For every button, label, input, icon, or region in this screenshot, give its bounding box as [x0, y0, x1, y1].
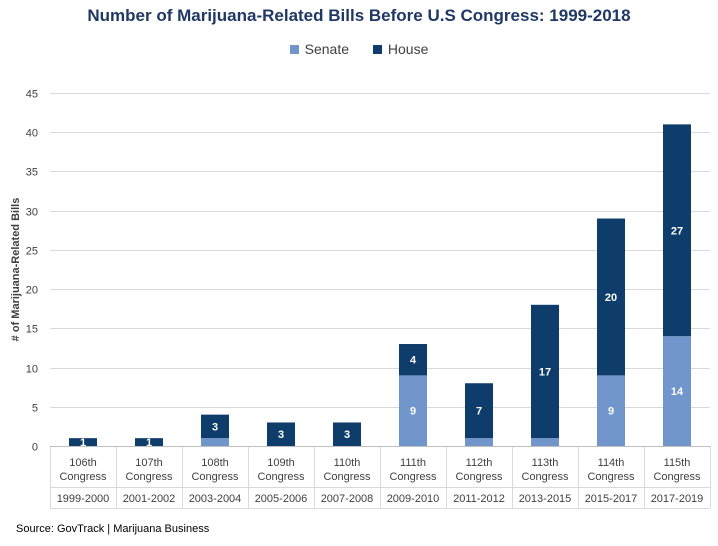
x-tick-label: Congress: [191, 471, 239, 483]
x-tick-label: Congress: [521, 471, 569, 483]
data-label-house: 3: [212, 421, 218, 433]
x-group-label: 2015-2017: [585, 493, 638, 505]
x-tick-label: Congress: [455, 471, 503, 483]
data-label-house: 1: [146, 437, 152, 449]
x-tick-label: Congress: [323, 471, 371, 483]
chart-title: Number of Marijuana-Related Bills Before…: [87, 6, 631, 25]
bar-house: [531, 304, 559, 439]
x-tick-label: Congress: [257, 471, 305, 483]
bar-house: [465, 383, 493, 439]
legend-swatch-house: [372, 45, 382, 54]
bar-senate: [597, 375, 625, 446]
bar-house: [333, 422, 361, 446]
y-tick-label: 15: [26, 324, 38, 336]
x-tick-label: 113th: [532, 457, 559, 469]
x-tick-label: 109th: [267, 457, 295, 469]
data-label-senate: 9: [410, 406, 416, 418]
x-tick-label: 115th: [664, 457, 691, 469]
x-group-label: 2017-2019: [651, 493, 704, 505]
y-tick-label: 30: [26, 207, 38, 219]
x-tick-label: 107th: [135, 457, 163, 469]
bar-house: [201, 414, 229, 439]
data-label-house: 20: [605, 292, 617, 304]
bar-senate: [465, 438, 493, 446]
x-tick-label: 110th: [334, 457, 361, 469]
data-label-senate: 14: [671, 386, 684, 398]
bar-senate: [399, 375, 427, 446]
legend-item-house: House: [372, 41, 429, 57]
source-note: Source: GovTrack | Marijuana Business: [16, 523, 210, 535]
x-group-label: 2009-2010: [387, 493, 440, 505]
y-tick-label: 0: [32, 442, 38, 454]
data-label-house: 3: [344, 429, 350, 441]
legend-item-senate: Senate: [289, 41, 349, 57]
y-axis-title: # of Marijuana-Related Bills: [10, 198, 22, 342]
bar-house: [597, 218, 625, 376]
x-tick-label: 114th: [598, 457, 625, 469]
data-label-house: 1: [80, 437, 86, 449]
data-label-house: 7: [476, 406, 482, 418]
x-tick-label: 111th: [400, 457, 426, 469]
data-label-house: 4: [410, 355, 417, 367]
bar-house: [267, 422, 295, 446]
data-label-house: 17: [539, 366, 551, 378]
x-group-label: 2001-2002: [123, 493, 176, 505]
bar-senate: [531, 438, 559, 446]
y-tick-label: 25: [26, 246, 38, 258]
data-label-senate: 9: [608, 406, 614, 418]
x-group-label: 2013-2015: [519, 493, 572, 505]
x-tick-label: Congress: [653, 471, 701, 483]
x-tick-label: Congress: [389, 471, 437, 483]
x-group-label: 1999-2000: [57, 493, 110, 505]
bar-house: [399, 344, 427, 376]
x-tick-label: Congress: [59, 471, 107, 483]
data-label-house: 3: [278, 429, 284, 441]
legend-label-senate: Senate: [304, 41, 349, 57]
x-tick-label: Congress: [587, 471, 635, 483]
bar-senate: [201, 438, 229, 446]
x-tick-label: 108th: [201, 457, 229, 469]
x-group-label: 2011-2012: [453, 493, 505, 505]
y-tick-label: 45: [26, 89, 38, 101]
legend-label-house: House: [387, 41, 429, 57]
bar-house: [663, 124, 691, 337]
y-tick-label: 20: [26, 285, 38, 297]
x-tick-label: 106th: [69, 457, 97, 469]
bar-house: [135, 438, 163, 446]
bar-senate: [663, 336, 691, 446]
x-group-label: 2005-2006: [255, 493, 308, 505]
bar-house: [69, 438, 97, 446]
legend: Senate House: [0, 41, 718, 57]
y-tick-label: 5: [32, 403, 38, 415]
y-tick-label: 35: [26, 167, 38, 179]
data-label-house: 27: [671, 225, 683, 237]
x-tick-label: 112th: [466, 457, 493, 469]
x-tick-label: Congress: [125, 471, 173, 483]
legend-swatch-senate: [289, 45, 299, 54]
y-tick-label: 10: [26, 364, 38, 376]
x-group-label: 2003-2004: [189, 493, 242, 505]
x-group-label: 2007-2008: [321, 493, 374, 505]
y-tick-label: 40: [26, 128, 38, 140]
